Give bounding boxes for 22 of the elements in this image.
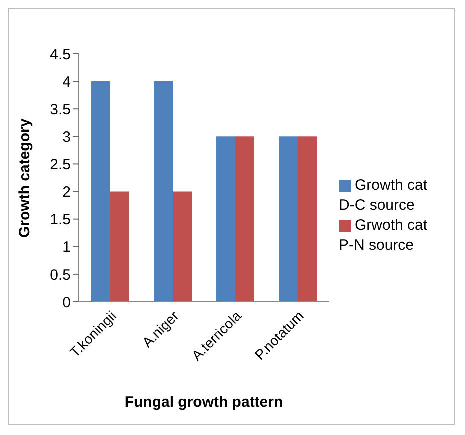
y-tick-label: 2 [62,184,71,202]
bar [154,82,173,302]
bar [216,136,236,302]
bar [110,192,130,302]
y-tick-label: 3.5 [50,101,71,118]
y-axis-title: Growth category [16,118,34,238]
y-tick-label: 4 [62,74,71,91]
y-tick-label: 4.5 [50,46,71,64]
bar [92,82,110,302]
bar [173,192,192,302]
bar [279,136,298,302]
bar [298,136,317,302]
bar [236,136,254,302]
x-axis-title: Fungal growth pattern [124,394,284,411]
y-tick-label: 1.5 [50,212,71,229]
legend-label: Grwoth cat P-N source [339,216,428,254]
y-tick-label: 0.5 [50,266,71,284]
y-tick-label: 2.5 [50,156,71,174]
y-tick-label: 3 [62,128,71,146]
legend-label: Growth cat D-C source [339,176,428,214]
y-tick-label: 1 [62,239,71,256]
y-tick-label: 0 [62,294,71,312]
